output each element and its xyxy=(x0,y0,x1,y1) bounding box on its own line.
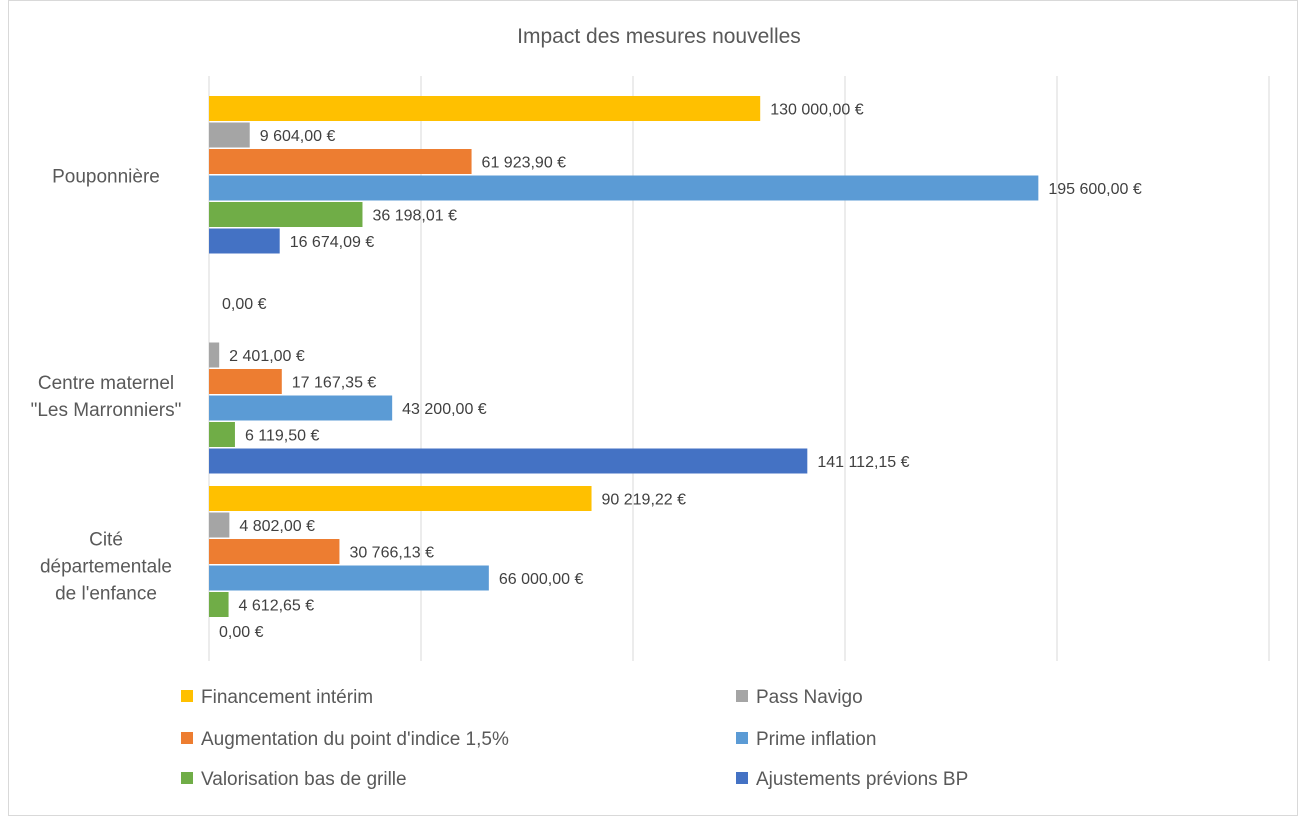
bar xyxy=(209,96,761,121)
bar xyxy=(209,512,230,538)
data-label: 0,00 € xyxy=(219,624,264,641)
legend-label: Pass Navigo xyxy=(756,687,863,708)
bar xyxy=(209,539,340,564)
category-label: Pouponnière xyxy=(52,167,160,188)
category-label: départementale xyxy=(40,557,172,578)
legend-label: Augmentation du point d'indice 1,5% xyxy=(201,729,509,750)
bar xyxy=(209,122,250,148)
data-label: 4 802,00 € xyxy=(239,518,315,535)
bar xyxy=(209,422,235,447)
bar xyxy=(209,369,282,394)
data-label: 43 200,00 € xyxy=(402,401,487,418)
legend-label: Financement intérim xyxy=(201,687,373,708)
chart-frame: Impact des mesures nouvelles Pouponnière 1… xyxy=(8,0,1298,816)
bar xyxy=(209,486,592,511)
data-label: 130 000,00 € xyxy=(770,102,864,119)
legend-swatch xyxy=(181,690,193,702)
data-label: 36 198,01 € xyxy=(372,208,457,225)
legend-label: Ajustements prévions BP xyxy=(756,769,968,790)
data-label: 90 219,22 € xyxy=(602,492,687,509)
data-label: 0,00 € xyxy=(222,296,267,313)
legend-swatch xyxy=(181,732,193,744)
category-label: Cité xyxy=(89,530,123,551)
data-label: 61 923,90 € xyxy=(482,155,567,172)
bar xyxy=(209,448,808,474)
data-label: 16 674,09 € xyxy=(290,234,375,251)
data-label: 6 119,50 € xyxy=(245,428,320,445)
data-label: 66 000,00 € xyxy=(499,571,584,588)
data-label: 17 167,35 € xyxy=(292,375,377,392)
category-label: de l'enfance xyxy=(55,584,157,605)
legend-label: Prime inflation xyxy=(756,729,876,750)
bar xyxy=(209,592,229,617)
legend-swatch xyxy=(736,690,748,702)
bar xyxy=(209,202,363,227)
data-label: 30 766,13 € xyxy=(349,545,434,562)
bar xyxy=(209,565,489,591)
legend-swatch xyxy=(736,732,748,744)
bar xyxy=(209,175,1039,201)
data-label: 141 112,15 € xyxy=(817,454,909,471)
bar-chart: Impact des mesures nouvelles Pouponnière 1… xyxy=(31,25,1270,790)
bar xyxy=(209,228,280,254)
chart-title: Impact des mesures nouvelles xyxy=(517,25,801,48)
legend-label: Valorisation bas de grille xyxy=(201,769,407,790)
category-label: Centre maternel xyxy=(38,373,174,394)
category-label: "Les Marronniers" xyxy=(31,400,182,421)
data-label: 2 401,00 € xyxy=(229,348,305,365)
data-label: 4 612,65 € xyxy=(239,598,315,615)
data-label: 195 600,00 € xyxy=(1048,181,1142,198)
legend-swatch xyxy=(736,772,748,784)
bar xyxy=(209,395,393,421)
data-label: 9 604,00 € xyxy=(260,128,336,145)
bar xyxy=(209,342,220,368)
legend-swatch xyxy=(181,772,193,784)
bar xyxy=(209,149,472,174)
